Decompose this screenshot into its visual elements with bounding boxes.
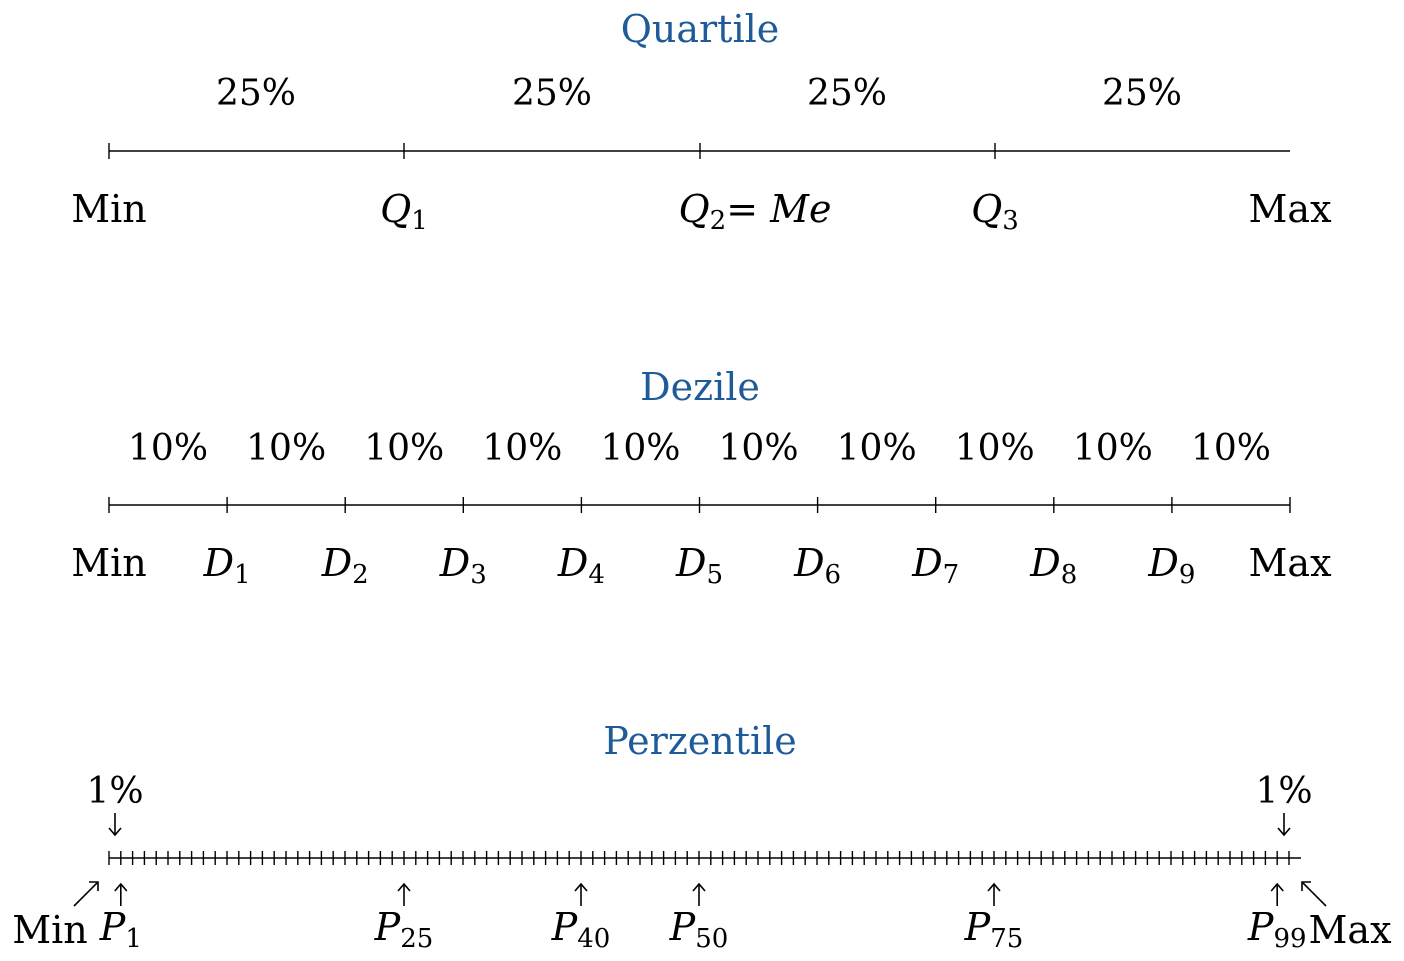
up-arrow-p75 [987, 882, 1001, 906]
dezile-label-d8: D8 [1029, 541, 1077, 590]
quartile-label-q1: Q1 [380, 187, 428, 236]
quartile-percent-4: 25% [1102, 73, 1182, 114]
quartile-label-q2-median: Q2= Me [678, 187, 831, 236]
perzentile-label-max: Max [1309, 908, 1392, 952]
quartile-percent-3: 25% [807, 73, 887, 114]
perzentile-label-p99: P99 [1247, 905, 1307, 954]
perzentile-label-p40: P40 [551, 905, 611, 954]
perzentile-left-percent: 1% [86, 771, 143, 812]
dezile-label-max: Max [1249, 541, 1332, 585]
up-arrow-p40 [574, 882, 588, 906]
perzentile-up-arrows [114, 882, 1284, 906]
perzentile-label-row: P1 P25 P40 P50 P75 P99 [99, 905, 1307, 954]
dezile-label-d2: D2 [321, 541, 369, 590]
up-arrow-p25 [397, 882, 411, 906]
dezile-label-min: Min [71, 541, 147, 585]
up-arrow-p99 [1270, 882, 1284, 906]
perzentile-label-p50: P50 [669, 905, 729, 954]
quartile-label-max: Max [1249, 187, 1332, 231]
dezile-tick-group [108, 497, 1291, 513]
dezile-percent-6: 10% [719, 428, 799, 469]
dezile-section: Dezile 10% 10% 10% 10% 10% 10% 10% 10% 10% 10% Mi… [71, 365, 1331, 590]
dezile-label-row: D1 D2 D3 D4 D5 D6 D7 D8 D9 [203, 541, 1196, 590]
dezile-percent-3: 10% [364, 428, 444, 469]
min-diagonal-arrow [73, 881, 99, 907]
perzentile-title: Perzentile [603, 719, 797, 763]
quartile-label-q3: Q3 [971, 187, 1019, 236]
dezile-label-d6: D6 [793, 541, 841, 590]
dezile-percent-9: 10% [1073, 428, 1153, 469]
dezile-percent-5: 10% [600, 428, 680, 469]
dezile-percent-row: 10% 10% 10% 10% 10% 10% 10% 10% 10% 10% [128, 428, 1271, 469]
perzentile-tick-group [108, 851, 1290, 865]
quartile-percent-2: 25% [512, 73, 592, 114]
perzentile-label-p25: P25 [374, 905, 434, 954]
down-arrow-left [108, 813, 122, 837]
dezile-percent-8: 10% [955, 428, 1035, 469]
dezile-label-d3: D3 [439, 541, 487, 590]
dezile-label-d1: D1 [203, 541, 251, 590]
dezile-label-d7: D7 [911, 541, 959, 590]
perzentile-right-percent: 1% [1255, 771, 1312, 812]
quartile-label-min: Min [71, 187, 147, 231]
dezile-percent-10: 10% [1191, 428, 1271, 469]
dezile-percent-7: 10% [837, 428, 917, 469]
dezile-label-d9: D9 [1147, 541, 1195, 590]
dezile-label-d4: D4 [557, 541, 605, 590]
perzentile-section: Perzentile 1% 1% Min P1 P25 P40 P50 P75 P99 M… [12, 719, 1391, 954]
perzentile-label-p75: P75 [964, 905, 1024, 954]
dezile-label-d5: D5 [675, 541, 723, 590]
dezile-percent-1: 10% [128, 428, 208, 469]
perzentile-label-min: Min [12, 908, 88, 952]
up-arrow-p50 [692, 882, 706, 906]
dezile-percent-4: 10% [482, 428, 562, 469]
quartile-title: Quartile [621, 7, 780, 51]
up-arrow-p1 [114, 882, 128, 906]
down-arrow-right [1277, 813, 1291, 837]
dezile-title: Dezile [640, 365, 760, 409]
quartile-section: Quartile 25% 25% 25% 25% Min Q1 Q2= Me Q… [71, 7, 1331, 236]
max-diagonal-arrow [1301, 881, 1327, 907]
quartile-percent-1: 25% [216, 73, 296, 114]
dezile-percent-2: 10% [246, 428, 326, 469]
perzentile-label-p1: P1 [99, 905, 142, 954]
